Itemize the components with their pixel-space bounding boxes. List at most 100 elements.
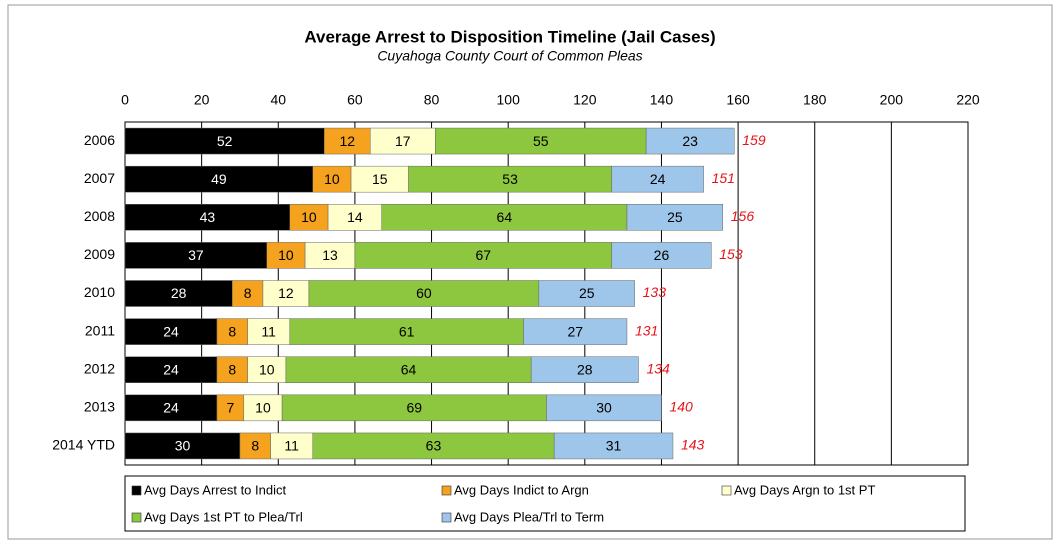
bar-segment: [124, 165, 314, 193]
chart-subtitle: Cuyahoga County Court of Common Pleas: [377, 48, 642, 64]
data-label: 31: [606, 438, 622, 454]
total-label: 143: [681, 437, 705, 453]
bar-segment: [312, 165, 352, 193]
bar-segment: [538, 280, 635, 307]
total-label: 159: [742, 132, 766, 148]
legend-swatch: [131, 512, 142, 523]
data-label: 15: [372, 171, 388, 187]
legend-label: Avg Days Plea/Trl to Term: [454, 509, 604, 524]
y-tick-label: 2010: [84, 284, 115, 300]
legend-swatch: [131, 485, 142, 496]
data-label: 30: [175, 438, 191, 454]
data-label: 63: [426, 438, 442, 454]
x-tick-label: 120: [573, 92, 597, 108]
data-label: 60: [416, 285, 432, 301]
data-label: 24: [163, 361, 179, 377]
data-label: 64: [401, 361, 417, 377]
data-label: 64: [497, 209, 513, 225]
bar-segment: [530, 356, 639, 383]
x-tick-label: 60: [347, 92, 363, 108]
bar-segment: [645, 127, 735, 155]
data-label: 12: [339, 133, 355, 149]
data-label: 28: [577, 361, 593, 377]
total-label: 134: [646, 360, 670, 376]
data-label: 30: [596, 400, 612, 416]
y-tick-label: 2011: [85, 322, 115, 338]
data-label: 25: [667, 209, 683, 225]
data-label: 67: [475, 247, 491, 263]
bar-segment: [124, 356, 218, 383]
legend-label: Avg Days Indict to Argn: [454, 482, 589, 497]
bar-segment: [369, 127, 436, 155]
total-label: 133: [643, 284, 667, 300]
bar-segment: [124, 127, 325, 155]
data-label: 69: [407, 400, 423, 416]
bar-segment: [324, 127, 371, 155]
x-tick-label: 220: [956, 92, 980, 108]
data-label: 10: [255, 400, 271, 416]
bar-segment: [232, 280, 264, 307]
bar-segment: [216, 318, 248, 345]
bar-segment: [247, 356, 287, 383]
data-label: 11: [284, 438, 299, 454]
bar-segment: [435, 127, 647, 155]
data-label: 14: [347, 209, 363, 225]
data-label: 10: [278, 247, 294, 263]
bar-segment: [308, 280, 540, 307]
bar-segment: [124, 204, 291, 231]
data-label: 13: [322, 247, 338, 263]
data-label: 53: [502, 171, 518, 187]
x-tick-label: 140: [650, 92, 674, 108]
data-label: 11: [261, 323, 276, 339]
y-tick-label: 2013: [84, 399, 115, 415]
data-label: 55: [533, 133, 549, 149]
y-tick-label: 2012: [84, 360, 115, 376]
x-tick-label: 180: [803, 92, 827, 108]
data-label: 43: [200, 209, 216, 225]
bar-segment: [289, 204, 329, 231]
bar-segment: [626, 204, 724, 231]
y-tick-label: 2009: [84, 246, 115, 262]
y-tick-label: 2007: [84, 170, 115, 186]
bar-segment: [381, 204, 628, 231]
data-label: 8: [228, 361, 236, 377]
bar-segment: [124, 394, 218, 422]
x-tick-label: 100: [497, 92, 521, 108]
bar-segment: [611, 242, 712, 269]
chart-title: Average Arrest to Disposition Timeline (…: [304, 27, 715, 46]
bar-segment: [270, 432, 314, 460]
data-label: 27: [567, 323, 583, 339]
y-tick-label: 2014 YTD: [52, 437, 115, 453]
data-label: 26: [654, 247, 670, 263]
x-tick-label: 200: [880, 92, 904, 108]
data-label: 24: [163, 323, 179, 339]
bar-segment: [281, 394, 547, 422]
data-label: 7: [226, 400, 234, 416]
bar-segment: [239, 432, 271, 460]
x-tick-label: 0: [121, 92, 129, 108]
bar-segment: [354, 242, 612, 269]
x-tick-label: 80: [424, 92, 440, 108]
bar-segment: [124, 242, 268, 269]
data-label: 8: [244, 285, 252, 301]
data-label: 23: [682, 133, 698, 149]
bar-segment: [350, 165, 409, 193]
legend-swatch: [441, 512, 452, 523]
total-label: 140: [669, 399, 693, 415]
bar-segment: [546, 394, 662, 422]
data-label: 24: [163, 400, 179, 416]
bar-segment: [243, 394, 283, 422]
legend-box: [124, 475, 966, 532]
legend-swatch: [721, 485, 732, 496]
total-label: 153: [719, 246, 743, 262]
legend-label: Avg Days Argn to 1st PT: [734, 482, 875, 497]
y-tick-label: 2008: [84, 208, 115, 224]
bar-segment: [523, 318, 628, 345]
data-label: 49: [211, 171, 227, 187]
bar-segment: [553, 432, 674, 460]
data-label: 12: [278, 285, 294, 301]
total-label: 131: [635, 322, 658, 338]
data-label: 8: [251, 438, 259, 454]
y-tick-label: 2006: [84, 132, 115, 148]
